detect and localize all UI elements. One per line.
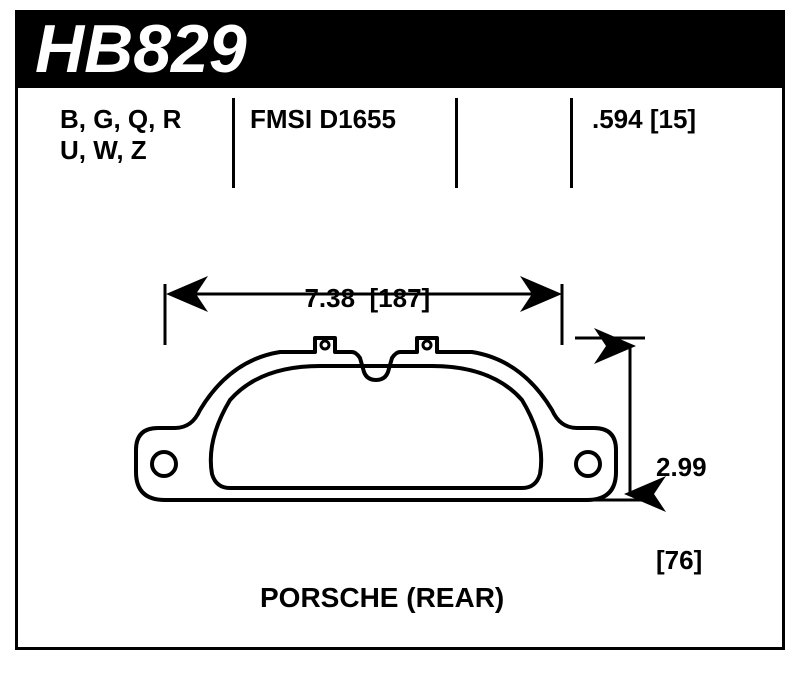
height-dim-line2: [76] bbox=[656, 545, 707, 576]
height-dim-line1: 2.99 bbox=[656, 452, 707, 483]
brake-pad-outline bbox=[120, 330, 620, 530]
application-label: PORSCHE (REAR) bbox=[260, 582, 504, 614]
height-dimension-label: 2.99 [76] bbox=[656, 390, 707, 607]
application-value: PORSCHE (REAR) bbox=[260, 582, 504, 613]
